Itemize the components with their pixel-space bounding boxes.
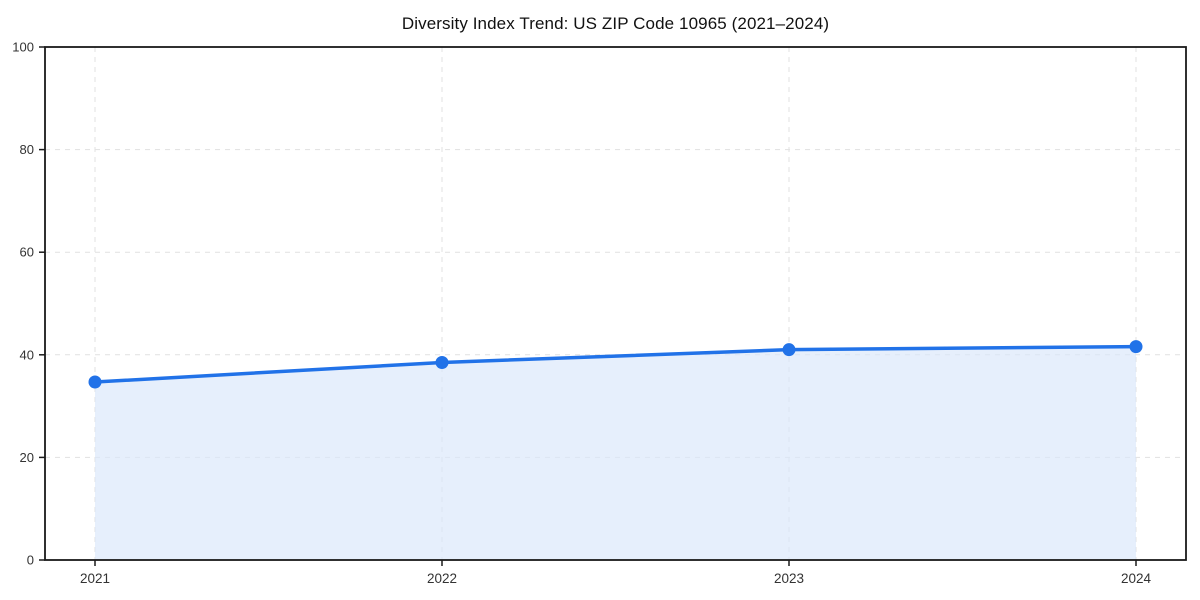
- y-tick-label: 40: [20, 347, 34, 362]
- chart-title: Diversity Index Trend: US ZIP Code 10965…: [401, 14, 830, 33]
- y-tick-label: 20: [20, 450, 34, 465]
- data-point-2022: [435, 355, 449, 369]
- area-fill: [95, 346, 1136, 560]
- data-point-2023: [782, 343, 796, 357]
- plot-border: [44, 46, 1187, 561]
- data-point-2021: [88, 375, 102, 389]
- x-tick-label: 2023: [774, 571, 804, 586]
- x-tick-label: 2021: [80, 571, 110, 586]
- data-point-2024: [1129, 340, 1143, 354]
- trend-line: [93, 344, 1138, 384]
- y-tick-label: 100: [12, 40, 34, 55]
- y-tick-label: 0: [27, 553, 34, 568]
- y-tick-label: 60: [20, 245, 34, 260]
- x-tick-label: 2024: [1121, 571, 1152, 586]
- x-tick-label: 2022: [427, 571, 457, 586]
- y-tick-label: 80: [20, 142, 34, 157]
